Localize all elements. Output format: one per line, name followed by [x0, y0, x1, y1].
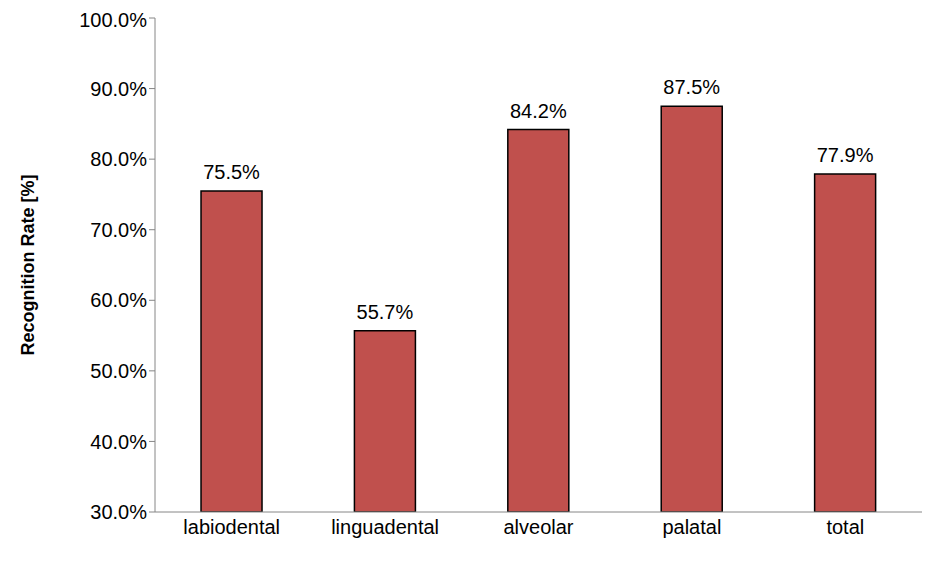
svg-text:50.0%: 50.0% [90, 360, 147, 382]
svg-text:total: total [826, 516, 864, 538]
svg-text:palatal: palatal [662, 516, 721, 538]
svg-text:30.0%: 30.0% [90, 501, 147, 523]
svg-text:40.0%: 40.0% [90, 431, 147, 453]
svg-text:90.0%: 90.0% [90, 78, 147, 100]
svg-text:75.5%: 75.5% [203, 161, 260, 183]
svg-text:100.0%: 100.0% [79, 9, 147, 31]
svg-text:70.0%: 70.0% [90, 219, 147, 241]
svg-text:Recognition Rate [%]: Recognition Rate [%] [18, 174, 38, 355]
svg-text:60.0%: 60.0% [90, 289, 147, 311]
svg-text:77.9%: 77.9% [817, 144, 874, 166]
svg-text:alveolar: alveolar [503, 516, 573, 538]
svg-text:80.0%: 80.0% [90, 148, 147, 170]
svg-text:55.7%: 55.7% [357, 301, 414, 323]
svg-text:84.2%: 84.2% [510, 100, 567, 122]
svg-text:linguadental: linguadental [331, 516, 439, 538]
svg-text:87.5%: 87.5% [663, 76, 720, 98]
svg-text:labiodental: labiodental [183, 516, 280, 538]
